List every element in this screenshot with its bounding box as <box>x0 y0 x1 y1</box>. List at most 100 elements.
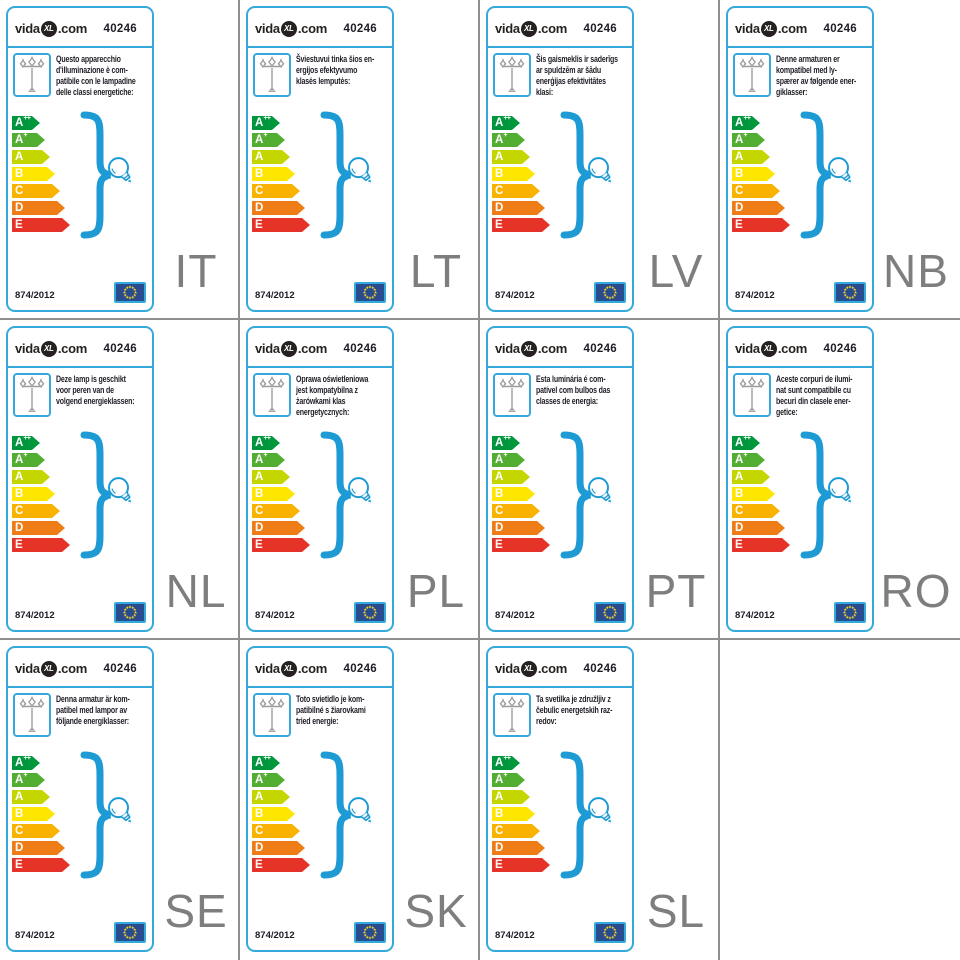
energy-label-card: vida XL .com 40246 <box>246 326 394 632</box>
logo-xl-emblem: XL <box>280 20 297 37</box>
compatibility-text: Denne armaturen er kompatibel med ly- sp… <box>776 54 857 97</box>
regulation-number: 874/2012 <box>495 610 535 621</box>
logo-text-com: .com <box>777 341 807 356</box>
compatibility-text: Šis gaismeklis ir saderīgs ar spuldzēm a… <box>536 54 618 97</box>
card-header: vida XL .com 40246 <box>488 648 632 680</box>
card-header: vida XL .com 40246 <box>248 8 392 40</box>
eu-flag-icon <box>354 282 386 303</box>
energy-label-card: vida XL .com 40246 <box>6 326 154 632</box>
energy-class-arrow: A <box>252 150 290 164</box>
language-code: RO <box>880 565 952 617</box>
energy-class-arrow: D <box>12 201 65 215</box>
energy-label-card: vida XL .com 40246 <box>6 646 154 952</box>
energy-class-arrow: E <box>252 218 310 232</box>
lamp-post-glyph <box>499 696 525 732</box>
energy-class-scale: A++ A+ A B C D E <box>252 436 310 555</box>
header-divider <box>488 686 632 688</box>
logo-text-com: .com <box>57 661 87 676</box>
light-bulb-icon <box>828 157 851 183</box>
energy-class-arrow: A+ <box>12 133 45 147</box>
logo-text-vida: vida <box>15 341 40 356</box>
eu-flag-icon <box>594 922 626 943</box>
energy-class-arrow: A <box>12 470 50 484</box>
eu-flag-stars <box>602 285 618 300</box>
vidaxl-logo: vida XL .com <box>495 340 567 357</box>
energy-class-arrow: B <box>492 487 535 501</box>
energy-class-arrow: A+ <box>12 773 45 787</box>
energy-class-arrow: C <box>252 184 300 198</box>
energy-class-arrow: C <box>12 504 60 518</box>
energy-label-card: vida XL .com 40246 <box>726 326 874 632</box>
logo-xl-emblem: XL <box>280 340 297 357</box>
energy-class-arrow: A <box>252 790 290 804</box>
card-header: vida XL .com 40246 <box>8 328 152 360</box>
label-cell-nb: vida XL .com 40246 <box>720 0 960 320</box>
energy-class-scale: A++ A+ A B C D E <box>12 116 70 235</box>
energy-class-arrow: A <box>12 150 50 164</box>
regulation-number: 874/2012 <box>735 290 775 301</box>
energy-class-arrow: E <box>12 538 70 552</box>
regulation-number: 874/2012 <box>255 290 295 301</box>
energy-class-arrow: D <box>492 521 545 535</box>
energy-class-arrow: C <box>492 504 540 518</box>
curly-brace <box>800 111 831 239</box>
card-header: vida XL .com 40246 <box>248 648 392 680</box>
card-header: vida XL .com 40246 <box>8 648 152 680</box>
logo-xl-emblem: XL <box>760 340 777 357</box>
energy-class-scale: A++ A+ A B C D E <box>252 756 310 875</box>
eu-flag-stars <box>602 925 618 940</box>
lamp-post-glyph <box>739 56 765 92</box>
lamp-post-glyph <box>19 376 45 412</box>
header-divider <box>248 686 392 688</box>
label-cell-nl: vida XL .com 40246 <box>0 320 240 640</box>
logo-text-com: .com <box>777 21 807 36</box>
energy-class-arrow: A++ <box>12 756 40 770</box>
compatibility-text: Toto svietidlo je kom- patibilné s žiaro… <box>296 694 366 726</box>
lamp-post-glyph <box>19 56 45 92</box>
energy-class-arrow: D <box>12 841 65 855</box>
label-cell-it: vida XL .com 40246 <box>0 0 240 320</box>
language-code: IT <box>174 245 218 297</box>
logo-text-vida: vida <box>15 21 40 36</box>
label-cell-pl: vida XL .com 40246 <box>240 320 480 640</box>
language-code: SK <box>404 885 468 937</box>
energy-class-arrow: E <box>492 858 550 872</box>
energy-class-arrow: C <box>492 184 540 198</box>
language-code: LT <box>409 245 463 297</box>
logo-xl-emblem: XL <box>520 340 537 357</box>
logo-xl-emblem: XL <box>520 20 537 37</box>
energy-class-arrow: A <box>492 470 530 484</box>
lamp-post-icon <box>493 53 531 97</box>
lamp-post-glyph <box>259 376 285 412</box>
energy-class-arrow: D <box>252 521 305 535</box>
product-code: 40246 <box>343 662 377 675</box>
energy-class-arrow: A++ <box>252 116 280 130</box>
logo-text-vida: vida <box>255 21 280 36</box>
energy-class-arrow: E <box>492 218 550 232</box>
regulation-number: 874/2012 <box>15 290 55 301</box>
label-cell-pt: vida XL .com 40246 <box>480 320 720 640</box>
light-bulb-icon <box>588 797 611 823</box>
info-row: Oprawa oświetleniowa jest kompatybilna z… <box>253 373 416 418</box>
light-bulb-icon <box>348 477 371 503</box>
lamp-post-glyph <box>259 696 285 732</box>
eu-flag-stars <box>602 605 618 620</box>
energy-class-arrow: E <box>492 538 550 552</box>
energy-label-card: vida XL .com 40246 <box>486 6 634 312</box>
energy-class-arrow: A <box>492 790 530 804</box>
product-code: 40246 <box>103 342 137 355</box>
energy-class-arrow: C <box>732 184 780 198</box>
vidaxl-logo: vida XL .com <box>735 20 807 37</box>
product-code: 40246 <box>343 342 377 355</box>
eu-flag-icon <box>354 922 386 943</box>
info-row: Toto svietidlo je kom- patibilné s žiaro… <box>253 693 416 737</box>
vidaxl-logo: vida XL .com <box>735 340 807 357</box>
vidaxl-logo: vida XL .com <box>15 20 87 37</box>
card-header: vida XL .com 40246 <box>488 8 632 40</box>
eu-flag-stars <box>362 605 378 620</box>
logo-text-vida: vida <box>735 21 760 36</box>
label-cell-lv: vida XL .com 40246 <box>480 0 720 320</box>
info-row: Questo apparecchio d'illuminazione è com… <box>13 53 176 98</box>
lamp-post-icon <box>13 693 51 737</box>
label-cell-lt: vida XL .com 40246 <box>240 0 480 320</box>
